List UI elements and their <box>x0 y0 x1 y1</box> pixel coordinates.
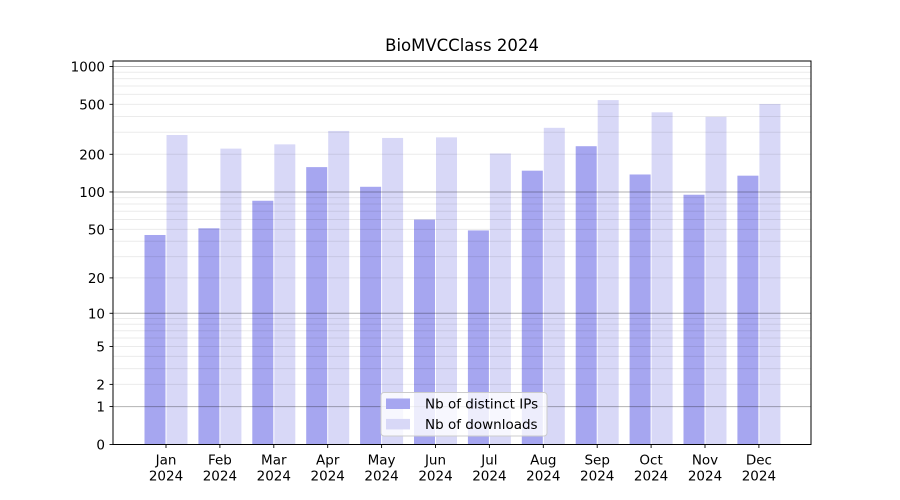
bar-ips-oct <box>629 174 651 445</box>
y-tick-label-5: 5 <box>96 339 105 355</box>
legend-swatch-downloads <box>386 418 410 430</box>
x-tick-year-nov: 2024 <box>688 469 722 485</box>
bar-downloads-oct <box>651 112 673 445</box>
x-tick-year-aug: 2024 <box>526 469 560 485</box>
bar-downloads-jan <box>166 134 188 445</box>
x-tick-year-sep: 2024 <box>580 469 614 485</box>
bar-downloads-nov <box>705 116 727 445</box>
bar-downloads-feb <box>220 148 242 445</box>
bar-downloads-jun <box>436 137 457 445</box>
y-tick-label-20: 20 <box>88 271 105 287</box>
x-tick-label-may: May <box>368 453 396 469</box>
y-tick-label-1000: 1000 <box>71 59 105 75</box>
x-tick-year-jul: 2024 <box>472 469 506 485</box>
x-tick-label-oct: Oct <box>639 453 662 469</box>
legend-label-ips: Nb of distinct IPs <box>425 397 538 413</box>
legend-swatch-ips <box>386 398 410 409</box>
bar-downloads-may <box>382 137 404 445</box>
y-tick-label-200: 200 <box>79 147 105 163</box>
bar-ips-mar <box>252 200 274 445</box>
bar-downloads-dec <box>759 103 781 445</box>
x-tick-year-jan: 2024 <box>149 469 183 485</box>
bar-downloads-aug <box>543 127 565 445</box>
x-tick-label-aug: Aug <box>530 453 556 469</box>
x-tick-label-sep: Sep <box>584 453 609 469</box>
y-tick-label-0: 0 <box>96 438 105 454</box>
x-tick-label-feb: Feb <box>208 453 232 469</box>
x-tick-year-feb: 2024 <box>203 469 237 485</box>
y-tick-label-10: 10 <box>88 306 105 322</box>
bar-ips-aug <box>521 170 543 445</box>
bar-ips-may <box>360 186 382 445</box>
bar-ips-jun <box>414 219 435 445</box>
x-tick-label-jul: Jul <box>480 453 497 469</box>
x-tick-label-nov: Nov <box>692 453 718 469</box>
plot-frame <box>112 60 812 445</box>
bar-ips-jul <box>467 230 489 445</box>
legend-box <box>380 392 548 437</box>
y-tick-label-500: 500 <box>79 97 105 113</box>
x-tick-year-mar: 2024 <box>257 469 291 485</box>
bar-ips-apr <box>306 167 328 445</box>
bar-downloads-mar <box>274 144 296 445</box>
x-tick-label-apr: Apr <box>316 453 340 469</box>
bar-downloads-jul <box>489 153 511 445</box>
x-tick-year-apr: 2024 <box>311 469 345 485</box>
x-tick-label-jun: Jun <box>424 453 446 469</box>
y-tick-label-50: 50 <box>88 222 105 238</box>
y-tick-label-1: 1 <box>96 400 105 416</box>
y-tick-label-100: 100 <box>79 185 105 201</box>
x-tick-year-oct: 2024 <box>634 469 668 485</box>
bar-ips-jan <box>144 234 166 445</box>
bar-ips-nov <box>683 194 705 445</box>
y-tick-label-2: 2 <box>96 377 105 393</box>
x-tick-label-mar: Mar <box>261 453 287 469</box>
bar-ips-dec <box>737 175 759 445</box>
bar-ips-feb <box>198 228 220 445</box>
x-tick-year-dec: 2024 <box>742 469 776 485</box>
bar-downloads-sep <box>597 100 619 445</box>
chart-title: BioMVCClass 2024 <box>385 36 539 55</box>
x-tick-label-jan: Jan <box>155 453 177 469</box>
legend-label-downloads: Nb of downloads <box>425 417 538 433</box>
bar-downloads-apr <box>328 130 350 445</box>
x-tick-year-may: 2024 <box>364 469 398 485</box>
x-tick-label-dec: Dec <box>746 453 772 469</box>
bar-ips-sep <box>575 146 597 445</box>
x-tick-year-jun: 2024 <box>418 469 452 485</box>
